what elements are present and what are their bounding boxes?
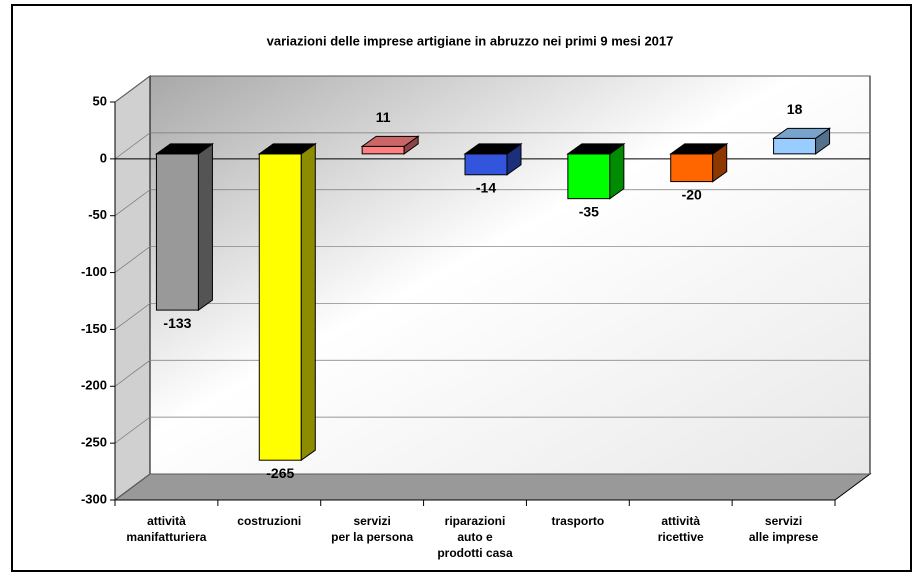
- value-label: -14: [476, 179, 496, 195]
- value-label: -35: [579, 203, 599, 219]
- bar-top: [257, 143, 317, 155]
- bar: [773, 137, 817, 155]
- y-tick-label: -250: [81, 435, 107, 450]
- y-tick-label: 50: [93, 93, 107, 108]
- bar-top: [154, 143, 214, 155]
- grid-line: [114, 75, 870, 103]
- bar: [258, 153, 302, 461]
- y-tick-label: -50: [88, 207, 107, 222]
- x-tick-label: servizi: [353, 514, 390, 528]
- bar-side: [197, 142, 213, 312]
- bar: [361, 145, 405, 155]
- x-tick-label: servizi: [765, 514, 802, 528]
- value-label: -20: [682, 186, 702, 202]
- x-tick-label: manifatturiera: [126, 530, 206, 544]
- grid-line: [114, 132, 870, 160]
- grid-line: [114, 416, 870, 444]
- floor: [113, 473, 872, 501]
- value-label: -133: [163, 315, 191, 331]
- x-tick-label: ricettive: [658, 530, 704, 544]
- grid-line: [114, 246, 870, 273]
- x-tick-label: trasporto: [552, 514, 605, 528]
- x-tick-label: costruzioni: [237, 514, 301, 528]
- side-wall: [114, 75, 151, 501]
- value-label: 11: [376, 109, 391, 125]
- grid-line: [114, 189, 870, 216]
- y-tick-label: -300: [81, 491, 107, 506]
- x-tick-label: prodotti casa: [437, 546, 513, 560]
- y-tick-label: -200: [81, 378, 107, 393]
- bar-top: [566, 143, 626, 155]
- value-label: 18: [787, 101, 803, 117]
- value-label: -265: [266, 465, 294, 481]
- bar-side: [300, 142, 316, 462]
- y-tick-label: -150: [81, 321, 107, 336]
- bar: [155, 153, 199, 311]
- bar: [670, 153, 714, 183]
- bar-top: [669, 143, 729, 155]
- bar: [464, 153, 508, 176]
- x-tick-label: riparazioni: [445, 514, 506, 528]
- bar-top: [772, 127, 832, 139]
- x-tick-label: alle imprese: [749, 530, 819, 544]
- grid-line: [114, 303, 870, 330]
- x-tick-label: attività: [661, 514, 700, 528]
- y-tick-label: -100: [81, 264, 107, 279]
- back-wall: [149, 75, 871, 475]
- y-tick-label: 0: [100, 150, 107, 165]
- bar: [567, 153, 611, 200]
- x-tick-label: auto e: [457, 530, 493, 544]
- bar-top: [360, 135, 420, 147]
- bar-top: [463, 143, 523, 155]
- chart-title: variazioni delle imprese artigiane in ab…: [267, 33, 674, 48]
- x-tick-label: per la persona: [331, 530, 413, 544]
- grid-line: [114, 473, 870, 501]
- grid-line: [114, 359, 870, 387]
- x-tick-label: attività: [147, 514, 186, 528]
